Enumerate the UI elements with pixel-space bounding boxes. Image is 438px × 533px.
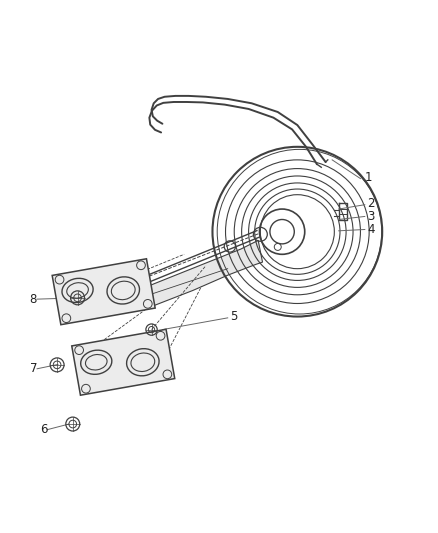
Text: 7: 7 <box>30 362 37 375</box>
Polygon shape <box>72 329 175 395</box>
Text: 8: 8 <box>30 293 37 305</box>
Text: 2: 2 <box>367 197 374 210</box>
Polygon shape <box>52 259 155 325</box>
Text: 1: 1 <box>365 171 372 184</box>
Text: 3: 3 <box>367 210 374 223</box>
Text: 6: 6 <box>41 423 48 436</box>
Polygon shape <box>113 240 262 312</box>
Text: 5: 5 <box>230 310 237 323</box>
Text: 4: 4 <box>367 223 374 236</box>
